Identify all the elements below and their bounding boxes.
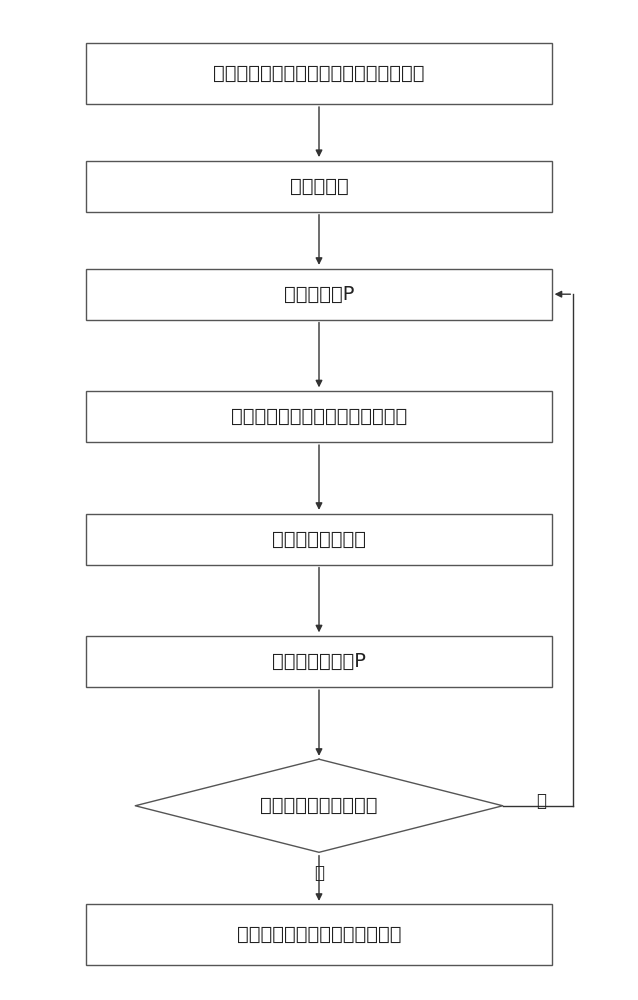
Text: 保存的最优个体即为全局最优解: 保存的最优个体即为全局最优解 <box>237 925 401 944</box>
Text: 初始化种群P: 初始化种群P <box>284 285 354 304</box>
FancyBboxPatch shape <box>86 636 552 687</box>
FancyBboxPatch shape <box>86 269 552 320</box>
Text: 输入参数集、待回库车辆信息、股道信息: 输入参数集、待回库车辆信息、股道信息 <box>213 64 425 83</box>
Text: 计算各个体适应度并保存最优个体: 计算各个体适应度并保存最优个体 <box>231 407 407 426</box>
Text: 选择、交叉、变异: 选择、交叉、变异 <box>272 530 366 549</box>
FancyBboxPatch shape <box>86 391 552 442</box>
Text: 产生下一代种群P: 产生下一代种群P <box>272 652 366 671</box>
Text: 是否达到最大进化代数: 是否达到最大进化代数 <box>260 796 378 815</box>
Text: 否: 否 <box>537 792 546 810</box>
FancyBboxPatch shape <box>86 904 552 965</box>
FancyBboxPatch shape <box>86 161 552 212</box>
FancyBboxPatch shape <box>86 43 552 104</box>
Text: 是: 是 <box>314 864 324 882</box>
Polygon shape <box>135 759 503 852</box>
Text: 染色体构造: 染色体构造 <box>290 177 348 196</box>
FancyBboxPatch shape <box>86 514 552 565</box>
